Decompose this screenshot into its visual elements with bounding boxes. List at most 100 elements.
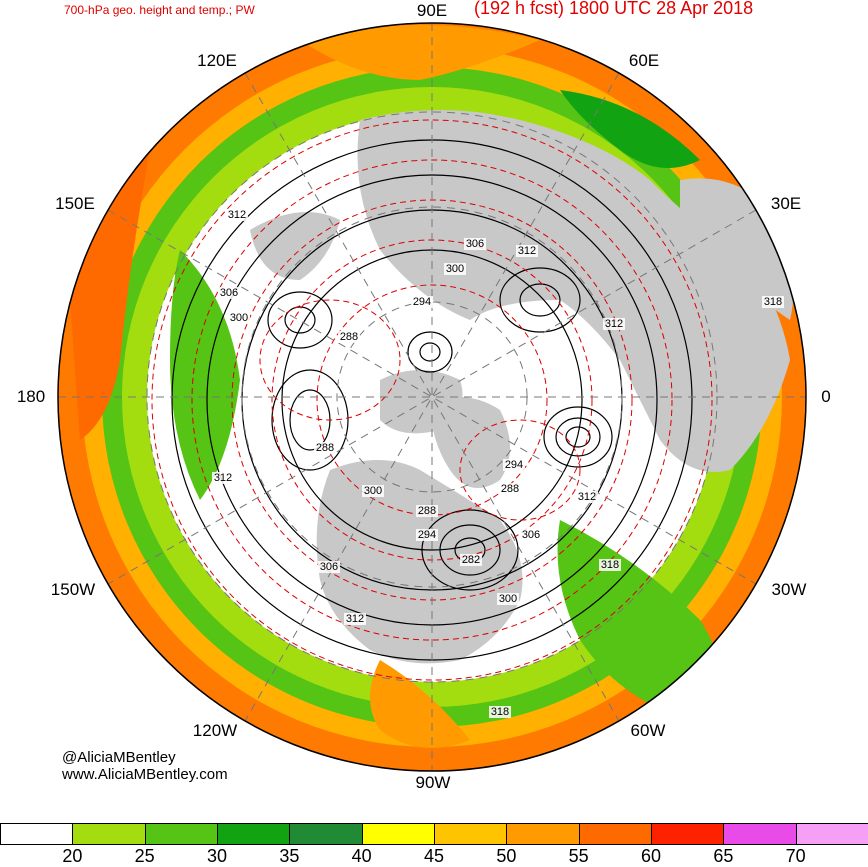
lon-label-150e: 150E (55, 194, 95, 213)
height-contour-label: 306 (320, 561, 338, 573)
legend-tick-label: 65 (713, 846, 734, 866)
legend-swatch (506, 823, 580, 845)
height-contour-label: 312 (346, 613, 364, 625)
legend-tick-label: 50 (496, 846, 517, 866)
forecast-valid-time: (192 h fcst) 1800 UTC 28 Apr 2018 (474, 0, 754, 18)
lon-label-90e: 90E (416, 1, 448, 20)
height-contour-label: 318 (601, 559, 619, 571)
temp-contour (259, 299, 401, 421)
legend-swatch (72, 823, 146, 845)
height-contour-label: 312 (605, 318, 623, 330)
contour-label-background (499, 483, 521, 495)
height-low-pole (407, 331, 453, 373)
contour-label-background (603, 318, 625, 330)
land-arctic-islands (380, 370, 463, 434)
contour-label-background (489, 706, 511, 718)
legend-swatch (723, 823, 797, 845)
contour-label-background (444, 263, 466, 275)
height-low-pole (419, 342, 441, 362)
meridian-line (107, 209, 757, 585)
height-low-atlantic (543, 406, 613, 468)
height-contour-label: 288 (501, 483, 519, 495)
lon-label-30e: 30E (770, 194, 802, 213)
lon-label-180: 180 (16, 387, 46, 406)
height-contour-label: 318 (491, 706, 509, 718)
legend-swatch (0, 823, 74, 845)
height-contour-label: 294 (413, 296, 431, 308)
height-contour-label: 312 (518, 245, 536, 257)
height-contour-label: 306 (466, 238, 484, 250)
land-eurasia-north (357, 110, 790, 472)
height-contour-label: 300 (364, 485, 382, 497)
height-contour-label: 312 (578, 491, 596, 503)
pw-green-europe (560, 90, 700, 168)
height-contour-label: 294 (505, 459, 523, 471)
height-contour-label: 318 (764, 296, 782, 308)
height-low-canada (439, 524, 501, 576)
author-website: www.AliciaMBentley.com (62, 766, 228, 783)
height-contour-label: 294 (418, 529, 436, 541)
contour-label-background (520, 529, 542, 541)
legend-tick-label: 30 (206, 846, 228, 866)
pw-plume-gulf (370, 660, 470, 748)
contour-label-background (212, 472, 234, 484)
legend-tick-label: 20 (62, 846, 83, 866)
lon-label-30w: 30W (771, 580, 807, 599)
lon-label-120e: 120E (197, 51, 237, 70)
meridian-line (244, 72, 620, 722)
lon-label-60w: 60W (630, 721, 666, 740)
contour-label-background (228, 312, 250, 324)
contour-label-background (416, 505, 438, 517)
contour-label-background (503, 459, 525, 471)
contour-label-background (576, 491, 598, 503)
contour-label-background (318, 561, 340, 573)
pw-plume-orange-west (70, 150, 150, 440)
legend-tick-label: 55 (568, 846, 589, 866)
contour-label-background (314, 442, 336, 454)
height-low-canada (421, 509, 519, 591)
height-low-scand (519, 283, 561, 317)
lon-label-90w: 90W (415, 773, 451, 792)
legend-swatch (795, 823, 868, 845)
height-low-siberia (284, 306, 316, 334)
legend-tick-label: 45 (423, 846, 445, 866)
height-contour-label: 282 (462, 554, 480, 566)
legend-tick-label: 40 (351, 846, 372, 866)
lon-label-150w: 150W (50, 580, 96, 599)
height-low-pacific (271, 369, 349, 471)
pw-plume-atlantic (557, 520, 718, 720)
meridian-line (107, 209, 757, 585)
height-contour-label: 288 (418, 505, 436, 517)
author-handle: @AliciaMBentley (62, 749, 176, 766)
legend-tick-label: 60 (640, 846, 662, 866)
legend-swatch (217, 823, 291, 845)
pw-color-legend (0, 823, 868, 847)
contour-label-background (218, 287, 240, 299)
legend-swatch (361, 823, 435, 845)
height-contour-label: 306 (522, 529, 540, 541)
legend-tick-label: 70 (785, 846, 806, 866)
legend-swatch (651, 823, 725, 845)
contour-label-background (599, 559, 621, 571)
height-contour-label: 306 (220, 287, 238, 299)
legend-swatch (144, 823, 218, 845)
contour-label-background (460, 554, 482, 566)
land-north-america (316, 460, 523, 664)
legend-swatch (434, 823, 508, 845)
map-border (57, 22, 807, 772)
legend-swatch (289, 823, 363, 845)
lon-label-120w: 120W (192, 721, 238, 740)
contour-label-background (516, 245, 538, 257)
temp-contour (459, 419, 581, 521)
contour-label-background (411, 296, 433, 308)
contour-label-background (416, 529, 438, 541)
height-contour-label: 300 (499, 593, 517, 605)
height-contour-label: 300 (446, 263, 464, 275)
temp-contour (151, 119, 713, 681)
height-contour-label: 312 (228, 209, 246, 221)
legend-tick-label: 25 (134, 846, 155, 866)
legend-swatch (578, 823, 652, 845)
height-contour-label: 300 (230, 312, 248, 324)
height-contour-label: 312 (214, 472, 232, 484)
